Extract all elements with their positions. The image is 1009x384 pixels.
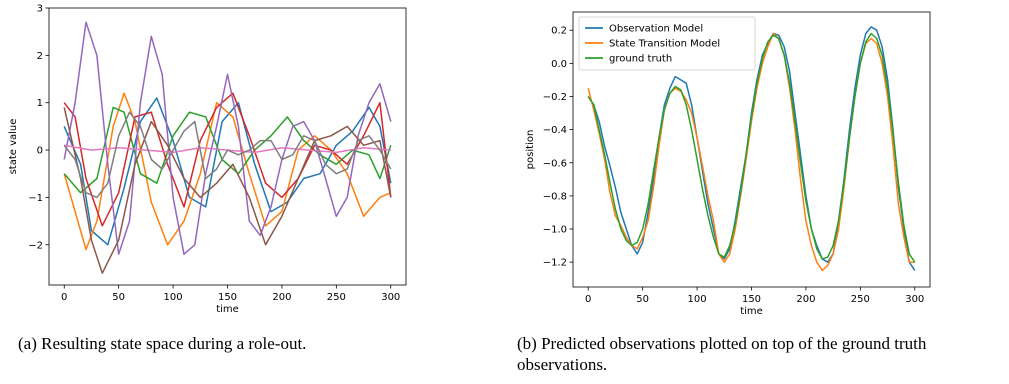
y-tick-label: −0.4: [543, 125, 567, 136]
plot-frame: [48, 7, 407, 286]
y-tick-label: 2: [37, 51, 43, 62]
y-tick-label: −0.8: [543, 191, 567, 202]
y-axis-label: position: [525, 130, 536, 170]
x-tick-label: 0: [585, 294, 591, 305]
caption-a: (a) Resulting state space during a role-…: [18, 334, 307, 353]
legend-entry: State Transition Model: [609, 39, 720, 50]
series-line-4: [63, 92, 392, 227]
x-axis-label: time: [216, 304, 239, 315]
y-tick-label: −2: [28, 240, 43, 251]
x-tick-label: 200: [796, 294, 815, 305]
figure-canvas: 0 50 100 150 200 250 300 −2 −1 0 1 2 3 time state valu…: [8, 4, 931, 317]
legend-box: [578, 16, 756, 71]
x-tick-label: 150: [742, 294, 761, 305]
x-tick-label: 0: [61, 292, 67, 303]
legend: Observation Model State Transition Model g…: [578, 16, 756, 71]
y-tick-label: −1.0: [543, 225, 567, 236]
y-tick-label: 0: [37, 146, 43, 157]
y-tick-label: −0.6: [543, 158, 567, 169]
x-tick-label: 50: [112, 292, 125, 303]
y-tick-label: −1.2: [543, 258, 567, 269]
chart-state-space: 0 50 100 150 200 250 300 −2 −1 0 1 2 3 time state valu…: [8, 4, 407, 315]
x-axis-label: time: [740, 306, 763, 317]
y-axis-label: state value: [8, 119, 19, 175]
legend-entry: Observation Model: [609, 24, 703, 35]
series-line-8: [63, 111, 392, 199]
y-tick-label: −0.2: [543, 92, 567, 103]
x-tick-label: 300: [381, 292, 400, 303]
y-tick-label: 1: [37, 98, 43, 109]
series-line-3: [587, 32, 916, 263]
x-tick-label: 100: [164, 292, 183, 303]
y-tick-label: 3: [37, 4, 43, 15]
x-tick-label: 100: [688, 294, 707, 305]
x-tick-label: 150: [218, 292, 237, 303]
y-tick-label: 0.2: [551, 26, 567, 37]
y-tick-label: 0.0: [551, 59, 567, 70]
series-line-1: [63, 97, 392, 246]
x-tick-label: 250: [851, 294, 870, 305]
y-tick-label: −1: [28, 193, 43, 204]
x-tick-label: 50: [636, 294, 649, 305]
x-tick-label: 200: [272, 292, 291, 303]
series-line-6: [63, 107, 392, 274]
caption-b: (b) Predicted observations plotted on to…: [517, 334, 927, 374]
x-tick-label: 300: [905, 294, 924, 305]
chart-predicted-observations: 0 50 100 150 200 250 300 0.2 0.0 −0.2 −0.4 −0.6 −0.8…: [525, 11, 931, 317]
series-line-5: [63, 21, 392, 255]
x-tick-label: 250: [327, 292, 346, 303]
legend-entry: ground truth: [609, 54, 672, 65]
